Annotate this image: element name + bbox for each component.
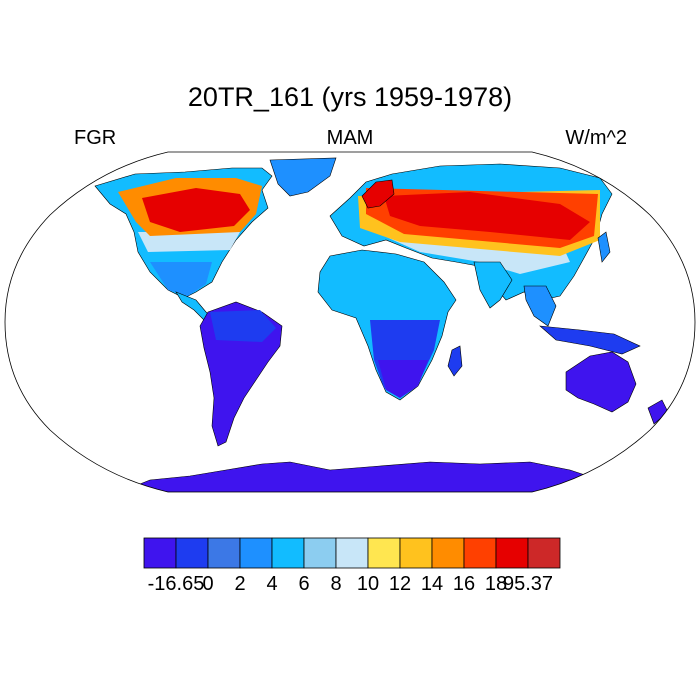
colorbar-swatch — [527, 537, 561, 569]
colorbar-tick-label: 10 — [357, 573, 379, 595]
colorbar-swatch — [335, 537, 369, 569]
colorbar-swatch — [495, 537, 529, 569]
colorbar-tick-label: -16.65 — [148, 573, 205, 595]
madagascar-land — [447, 345, 463, 377]
australia-land — [565, 351, 637, 413]
greenland-land — [269, 157, 337, 197]
season-label: MAM — [326, 127, 374, 149]
indonesia-land — [539, 325, 641, 355]
variable-label: FGR — [74, 127, 117, 149]
colorbar-tick-label: 6 — [298, 573, 309, 595]
colorbar-tick-label: 14 — [421, 573, 443, 595]
scandinavia-land — [361, 179, 395, 209]
colorbar-tick-label: 0 — [202, 573, 213, 595]
colorbar-swatch — [431, 537, 465, 569]
colorbar-swatch — [463, 537, 497, 569]
colorbar-swatch — [303, 537, 337, 569]
north-america-hot-core — [142, 188, 250, 232]
colorbar-swatch — [207, 537, 241, 569]
southeast-asia-land — [523, 285, 557, 327]
india-land — [473, 261, 513, 309]
colorbar-swatch — [367, 537, 401, 569]
colorbar-swatch — [175, 537, 209, 569]
colorbar-swatch — [271, 537, 305, 569]
colorbar-tick-label: 12 — [389, 573, 411, 595]
colorbar-tick-label: 4 — [266, 573, 277, 595]
colorbar-swatch — [143, 537, 177, 569]
japan-land — [597, 231, 611, 263]
colorbar-tick-label: 8 — [330, 573, 341, 595]
colorbar-swatch — [399, 537, 433, 569]
colorbar-tick-label: 16 — [453, 573, 475, 595]
map-border — [4, 151, 696, 493]
colorbar-swatch — [239, 537, 273, 569]
map-title: 20TR_161 (yrs 1959-1978) — [187, 82, 513, 112]
north-america-light-band — [138, 232, 240, 252]
colorbar-tick-label: 18 — [485, 573, 507, 595]
north-america-south-band — [150, 262, 212, 296]
units-label: W/m^2 — [565, 127, 627, 149]
colorbar-tick-label: 95.37 — [503, 573, 553, 595]
south-america-north-band — [210, 310, 276, 342]
africa-southern-tip — [378, 360, 428, 398]
colorbar-tick-label: 2 — [234, 573, 245, 595]
eurasia-hot-core — [384, 192, 590, 240]
